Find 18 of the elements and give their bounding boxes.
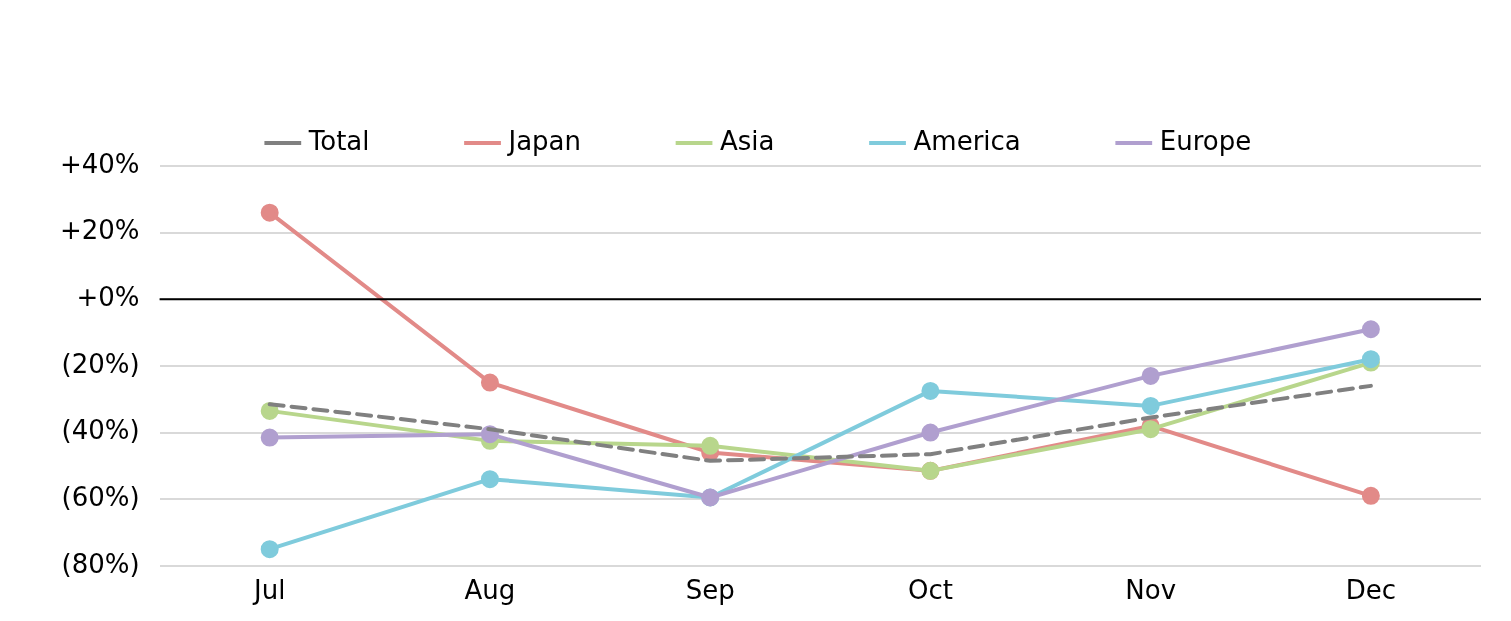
y-tick-label: +40% [60,148,140,179]
legend-label: Europe [1159,125,1252,156]
y-tick-label: (40%) [61,415,140,446]
x-tick-label: Nov [1125,575,1177,606]
legend-label: Total [307,125,370,156]
y-tick-label: +0% [76,282,140,313]
y-tick-label: (20%) [61,348,140,379]
x-tick-label: Sep [685,575,735,606]
x-tick-label: Jul [252,575,286,606]
y-tick-label: (80%) [61,548,140,579]
x-tick-label: Oct [907,575,953,606]
x-tick-label: Aug [464,575,516,606]
legend-label: Japan [506,125,582,156]
y-tick-label: +20% [60,215,140,246]
y-tick-label: (60%) [61,481,140,512]
legend-label: Asia [720,125,775,156]
legend-label: America [913,125,1021,156]
x-tick-label: Dec [1345,575,1397,606]
